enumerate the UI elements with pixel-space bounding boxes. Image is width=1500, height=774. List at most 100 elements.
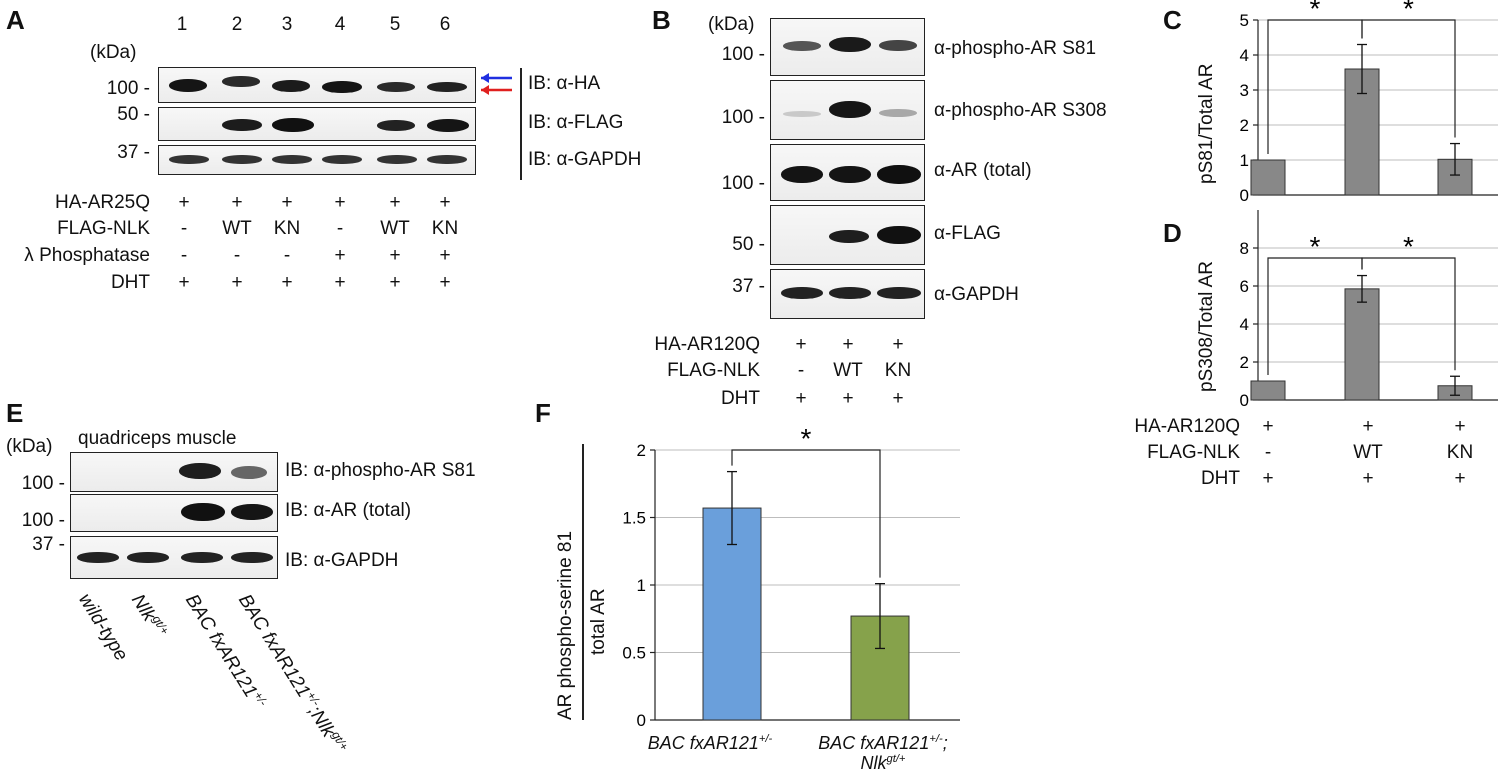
genotype-2: Nlkgt/+ — [127, 590, 172, 638]
a-c0-l3: + — [281, 192, 293, 213]
ib-b-ps81: α-phospho-AR S81 — [934, 38, 1097, 59]
blot-b-gapdh — [770, 269, 925, 319]
ib-e-gapdh: IB: α-GAPDH — [285, 550, 399, 571]
panel-a-label: A — [6, 5, 25, 35]
b-c2-l2: + — [842, 388, 854, 409]
ib-a-ha: IB: α-HA — [528, 73, 601, 94]
lane-1: 1 — [176, 14, 188, 35]
b-c2-l3: + — [892, 388, 904, 409]
panel-f-chart: 0 0.5 1 1.5 2 * — [600, 420, 980, 730]
f-ytick-label: 0.5 — [622, 644, 646, 663]
d-c2-l3: + — [1454, 468, 1466, 489]
blot-b-ar-total — [770, 144, 925, 201]
f-significance-bracket — [731, 449, 881, 578]
d-ytick-label: 6 — [1240, 277, 1249, 296]
panel-f-label: F — [535, 398, 551, 428]
f-xlabel-2-line2: Nlkgt/+ — [860, 753, 906, 773]
panel-e-tissue: quadriceps muscle — [78, 428, 237, 449]
lane-3: 3 — [281, 14, 293, 35]
b-marker-5: 37 - — [732, 276, 765, 297]
panel-f-ylabel-top: AR phospho-serine 81 — [555, 530, 576, 720]
band-arrows — [478, 70, 518, 100]
a-c1-l2: WT — [222, 218, 252, 239]
marker-100: 100 - — [106, 78, 150, 99]
c-significance-star: * — [1310, 0, 1321, 24]
a-c2-l1: - — [180, 245, 188, 266]
a-c1-l3: KN — [273, 218, 301, 239]
a-c1-l6: KN — [431, 218, 459, 239]
f-ytick-label: 1.5 — [622, 509, 646, 528]
blot-e-gapdh — [70, 536, 278, 579]
panel-d-chart: 0 2 4 6 8 * * — [1230, 205, 1500, 410]
a-c0-l1: + — [178, 192, 190, 213]
panel-f-fraction-bar — [582, 444, 584, 720]
f-ytick-label: 0 — [637, 711, 646, 730]
d-c2-l2: + — [1362, 468, 1374, 489]
d-c2-l1: + — [1262, 468, 1274, 489]
cond-dht: DHT — [110, 272, 150, 293]
a-c0-l4: + — [334, 192, 346, 213]
ib-a-gapdh: IB: α-GAPDH — [528, 149, 642, 170]
a-c1-l4: - — [336, 218, 344, 239]
d-c1-l1: - — [1264, 442, 1272, 463]
blot-e-ps81 — [70, 452, 278, 492]
f-xlabel-2: BAC fxAR121+/-; — [818, 733, 948, 753]
panel-c-label: C — [1163, 5, 1182, 35]
c-ytick-label: 5 — [1240, 11, 1249, 30]
b-cond-0: HA-AR120Q — [654, 334, 760, 355]
blot-b-ps308 — [770, 80, 925, 140]
b-c1-l3: KN — [884, 360, 912, 381]
a-c3-l3: + — [281, 272, 293, 293]
a-c1-l5: WT — [380, 218, 410, 239]
f-xlabel-1: BAC fxAR121+/- — [647, 733, 773, 753]
b-marker-2: 100 - — [721, 107, 765, 128]
b-c0-l2: + — [842, 334, 854, 355]
a-c2-l5: + — [389, 245, 401, 266]
c-ytick-label: 0 — [1240, 186, 1249, 205]
b-marker-1: 100 - — [721, 44, 765, 65]
blot-b-flag — [770, 205, 925, 265]
b-cond-1: FLAG-NLK — [667, 360, 760, 381]
c-ytick-label: 1 — [1240, 151, 1249, 170]
panel-a-kda: (kDa) — [90, 42, 137, 63]
b-c0-l1: + — [795, 334, 807, 355]
c-bar — [1437, 158, 1473, 196]
d-bar — [1250, 380, 1286, 401]
a-c2-l2: - — [233, 245, 241, 266]
red-arrow-head — [481, 85, 489, 95]
lane-6: 6 — [439, 14, 451, 35]
panel-b-label: B — [652, 5, 671, 35]
blot-b-ps81 — [770, 18, 925, 76]
b-c1-l2: WT — [833, 360, 863, 381]
a-c0-l5: + — [389, 192, 401, 213]
e-marker-3: 37 - — [32, 534, 65, 555]
d-c1-l3: KN — [1446, 442, 1474, 463]
ib-b-ar-total: α-AR (total) — [934, 160, 1032, 181]
a-c3-l2: + — [231, 272, 243, 293]
b-marker-4: 50 - — [732, 234, 765, 255]
f-significance-star: * — [801, 423, 812, 454]
a-c2-l6: + — [439, 245, 451, 266]
d-significance-bracket — [1361, 257, 1456, 371]
panel-d-ylabel: pS308/Total AR — [1196, 261, 1217, 392]
blot-a-ha — [158, 67, 476, 103]
ib-e-ps81: IB: α-phospho-AR S81 — [285, 460, 476, 481]
ib-b-ps308: α-phospho-AR S308 — [934, 100, 1107, 121]
ib-e-ar-total: IB: α-AR (total) — [285, 500, 412, 521]
d-c1-l2: WT — [1353, 442, 1383, 463]
panel-c-ylabel: pS81/Total AR — [1196, 63, 1217, 184]
d-cond-0: HA-AR120Q — [1134, 416, 1240, 437]
cond-ha-ar25q: HA-AR25Q — [54, 192, 150, 213]
d-significance-star: * — [1310, 231, 1321, 262]
f-ytick-label: 2 — [637, 441, 646, 460]
panel-d-label: D — [1163, 218, 1182, 248]
blot-a-gapdh — [158, 145, 476, 175]
c-ytick-label: 4 — [1240, 46, 1249, 65]
d-cond-2: DHT — [1200, 468, 1240, 489]
a-c2-l3: - — [283, 245, 291, 266]
marker-37: 37 - — [117, 142, 150, 163]
a-c3-l4: + — [334, 272, 346, 293]
marker-50: 50 - — [117, 104, 150, 125]
a-c3-l5: + — [389, 272, 401, 293]
ib-a-flag: IB: α-FLAG — [528, 112, 624, 133]
